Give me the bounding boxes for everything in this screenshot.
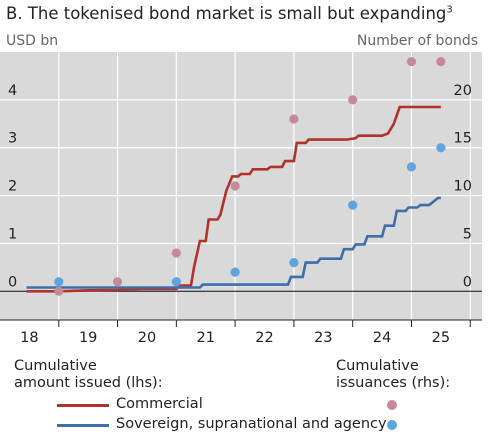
dot-commercial: [112, 277, 123, 287]
y-tick-label-lhs: 2: [8, 179, 17, 195]
legend-heading-lines-2: amount issued (lhs):: [14, 375, 163, 391]
legend-heading-lines: Cumulative amount issued (lhs):: [14, 358, 163, 392]
dot-commercial: [406, 56, 417, 67]
dot-sovereign: [54, 277, 64, 287]
y-tick-label-rhs: 20: [454, 83, 472, 99]
legend-label-commercial: Commercial: [116, 396, 203, 412]
lhs-unit-label: USD bn: [6, 33, 59, 49]
legend-swatch-sovereign-line: [57, 424, 109, 427]
y-tick-label-rhs: 10: [454, 179, 472, 195]
dot-sovereign: [348, 200, 358, 210]
y-tick-label-rhs: 5: [463, 226, 472, 242]
legend-heading-lines-1: Cumulative: [14, 358, 97, 374]
dot-commercial: [171, 248, 181, 258]
y-tick-label-lhs: 1: [8, 226, 17, 242]
dot-sovereign: [230, 267, 240, 277]
x-tick-label: 25: [432, 330, 450, 346]
dot-commercial: [436, 56, 446, 67]
x-tick-label: 24: [373, 330, 391, 346]
legend-swatch-commercial-dot: [387, 400, 397, 410]
dot-sovereign: [171, 277, 181, 287]
legend-heading-dots-1: Cumulative: [336, 358, 419, 374]
y-tick-label-lhs: 4: [8, 83, 17, 99]
dot-commercial: [230, 181, 240, 191]
dot-commercial: [289, 114, 299, 124]
y-tick-label-lhs: 0: [8, 274, 17, 290]
legend-heading-dots-2: issuances (rhs):: [336, 375, 451, 391]
plot-background: [0, 52, 482, 320]
series-line-commercial: [26, 105, 441, 293]
y-tick-label-rhs: 0: [463, 274, 472, 290]
dot-commercial: [54, 286, 64, 296]
x-tick-label: 23: [314, 330, 332, 346]
x-tick-label: 22: [255, 330, 273, 346]
legend-swatch-commercial-line: [57, 404, 109, 407]
dot-sovereign: [436, 143, 446, 153]
x-tick-label: 21: [197, 330, 215, 346]
legend-label-sovereign: Sovereign, supranational and agency: [116, 416, 387, 432]
series-line-sovereign: [26, 196, 441, 289]
title-footnote: 3: [446, 4, 453, 16]
chart-title: B. The tokenised bond market is small bu…: [6, 4, 453, 23]
dot-commercial: [348, 95, 358, 105]
rhs-unit-label: Number of bonds: [356, 33, 478, 49]
dot-sovereign: [289, 257, 299, 268]
y-tick-label-lhs: 3: [8, 131, 17, 147]
legend-swatch-sovereign-dot: [387, 420, 397, 430]
x-tick-label: 19: [79, 330, 97, 346]
dot-sovereign: [406, 162, 417, 172]
y-tick-label-rhs: 15: [454, 131, 472, 147]
legend-heading-dots: Cumulative issuances (rhs):: [336, 358, 450, 392]
x-tick-label: 18: [20, 330, 38, 346]
x-tick-label: 20: [138, 330, 156, 346]
